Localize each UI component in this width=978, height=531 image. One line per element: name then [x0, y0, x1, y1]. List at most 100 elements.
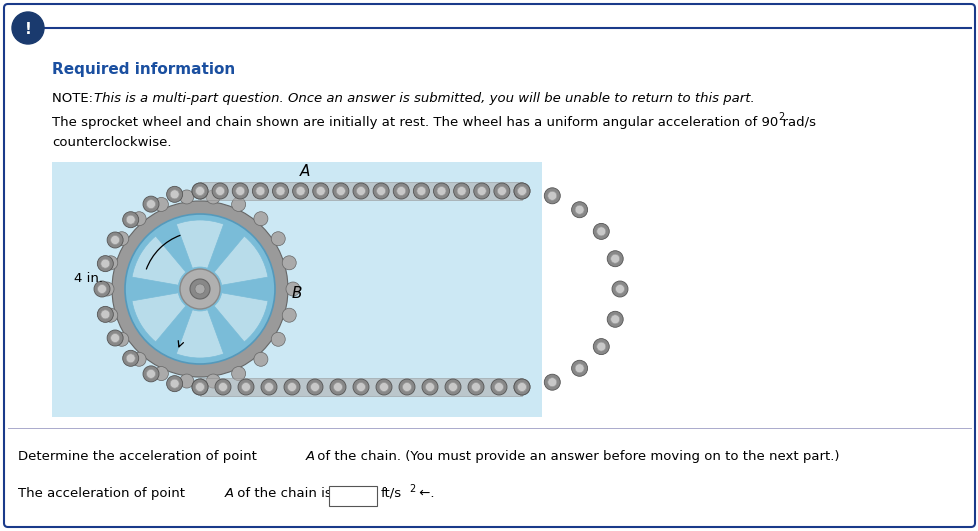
Circle shape — [353, 379, 369, 395]
Circle shape — [104, 308, 117, 322]
Circle shape — [218, 382, 227, 391]
Circle shape — [379, 382, 388, 391]
Circle shape — [192, 183, 207, 199]
Circle shape — [517, 186, 526, 195]
Circle shape — [513, 379, 529, 395]
Circle shape — [147, 200, 156, 209]
Circle shape — [497, 186, 506, 195]
Circle shape — [353, 183, 369, 199]
Circle shape — [493, 183, 510, 199]
Circle shape — [180, 374, 194, 388]
Circle shape — [373, 183, 388, 199]
Text: !: ! — [24, 22, 31, 38]
Circle shape — [457, 186, 466, 195]
Circle shape — [101, 259, 110, 268]
Circle shape — [206, 374, 220, 388]
Circle shape — [433, 183, 449, 199]
Circle shape — [445, 379, 461, 395]
Circle shape — [513, 183, 529, 199]
Circle shape — [107, 330, 123, 346]
Circle shape — [196, 382, 204, 391]
Circle shape — [238, 379, 253, 395]
Circle shape — [271, 332, 285, 346]
Circle shape — [513, 379, 529, 395]
Circle shape — [125, 214, 275, 364]
Circle shape — [377, 186, 385, 195]
Circle shape — [192, 379, 207, 395]
Circle shape — [453, 183, 469, 199]
Circle shape — [282, 308, 296, 322]
Circle shape — [104, 256, 117, 270]
Circle shape — [212, 183, 228, 199]
Text: A: A — [225, 487, 234, 500]
Circle shape — [252, 183, 268, 199]
Circle shape — [425, 382, 434, 391]
Circle shape — [94, 281, 110, 297]
Circle shape — [206, 190, 220, 204]
Circle shape — [399, 379, 415, 395]
Circle shape — [276, 186, 285, 195]
Circle shape — [170, 190, 179, 199]
Wedge shape — [132, 293, 186, 342]
Circle shape — [155, 198, 168, 211]
Circle shape — [253, 352, 268, 366]
Wedge shape — [214, 293, 268, 342]
Circle shape — [264, 382, 273, 391]
Circle shape — [467, 379, 483, 395]
Text: ←.: ←. — [415, 487, 434, 500]
Circle shape — [114, 232, 129, 246]
Circle shape — [548, 378, 556, 387]
Circle shape — [261, 379, 277, 395]
Circle shape — [111, 333, 119, 342]
Circle shape — [597, 342, 605, 351]
Circle shape — [330, 379, 345, 395]
Circle shape — [166, 375, 183, 392]
Circle shape — [610, 315, 619, 324]
Circle shape — [284, 379, 299, 395]
Circle shape — [574, 364, 584, 373]
Circle shape — [473, 183, 489, 199]
Circle shape — [333, 382, 342, 391]
Circle shape — [544, 188, 559, 204]
Text: The sprocket wheel and chain shown are initially at rest. The wheel has a unifor: The sprocket wheel and chain shown are i… — [52, 116, 816, 129]
Text: Determine the acceleration of point: Determine the acceleration of point — [18, 450, 261, 463]
Circle shape — [253, 212, 268, 226]
Circle shape — [180, 190, 194, 204]
Circle shape — [122, 350, 139, 366]
Text: of the chain. (You must provide an answer before moving on to the next part.): of the chain. (You must provide an answe… — [313, 450, 839, 463]
Circle shape — [126, 354, 135, 363]
Bar — [329, 486, 377, 506]
Circle shape — [97, 306, 113, 322]
Wedge shape — [176, 220, 223, 268]
Circle shape — [417, 186, 425, 195]
Circle shape — [107, 232, 123, 248]
Circle shape — [12, 12, 44, 44]
Bar — [200, 182, 521, 200]
Circle shape — [272, 183, 289, 199]
Circle shape — [180, 269, 220, 309]
Text: ft/s: ft/s — [380, 487, 402, 500]
Circle shape — [232, 198, 245, 211]
Circle shape — [196, 186, 204, 195]
Circle shape — [402, 382, 411, 391]
Circle shape — [517, 382, 526, 391]
Circle shape — [494, 382, 503, 391]
Circle shape — [255, 186, 265, 195]
Circle shape — [288, 382, 296, 391]
Circle shape — [606, 311, 623, 327]
Circle shape — [271, 232, 285, 246]
Circle shape — [571, 202, 587, 218]
Text: 2: 2 — [409, 484, 415, 494]
Circle shape — [126, 215, 135, 224]
Circle shape — [192, 379, 207, 395]
Circle shape — [196, 382, 204, 391]
Circle shape — [295, 186, 305, 195]
Circle shape — [232, 366, 245, 381]
Circle shape — [544, 374, 559, 390]
Circle shape — [114, 332, 129, 346]
Circle shape — [192, 183, 207, 199]
Circle shape — [356, 382, 365, 391]
Circle shape — [111, 236, 119, 244]
Circle shape — [292, 183, 308, 199]
Text: Required information: Required information — [52, 62, 235, 77]
